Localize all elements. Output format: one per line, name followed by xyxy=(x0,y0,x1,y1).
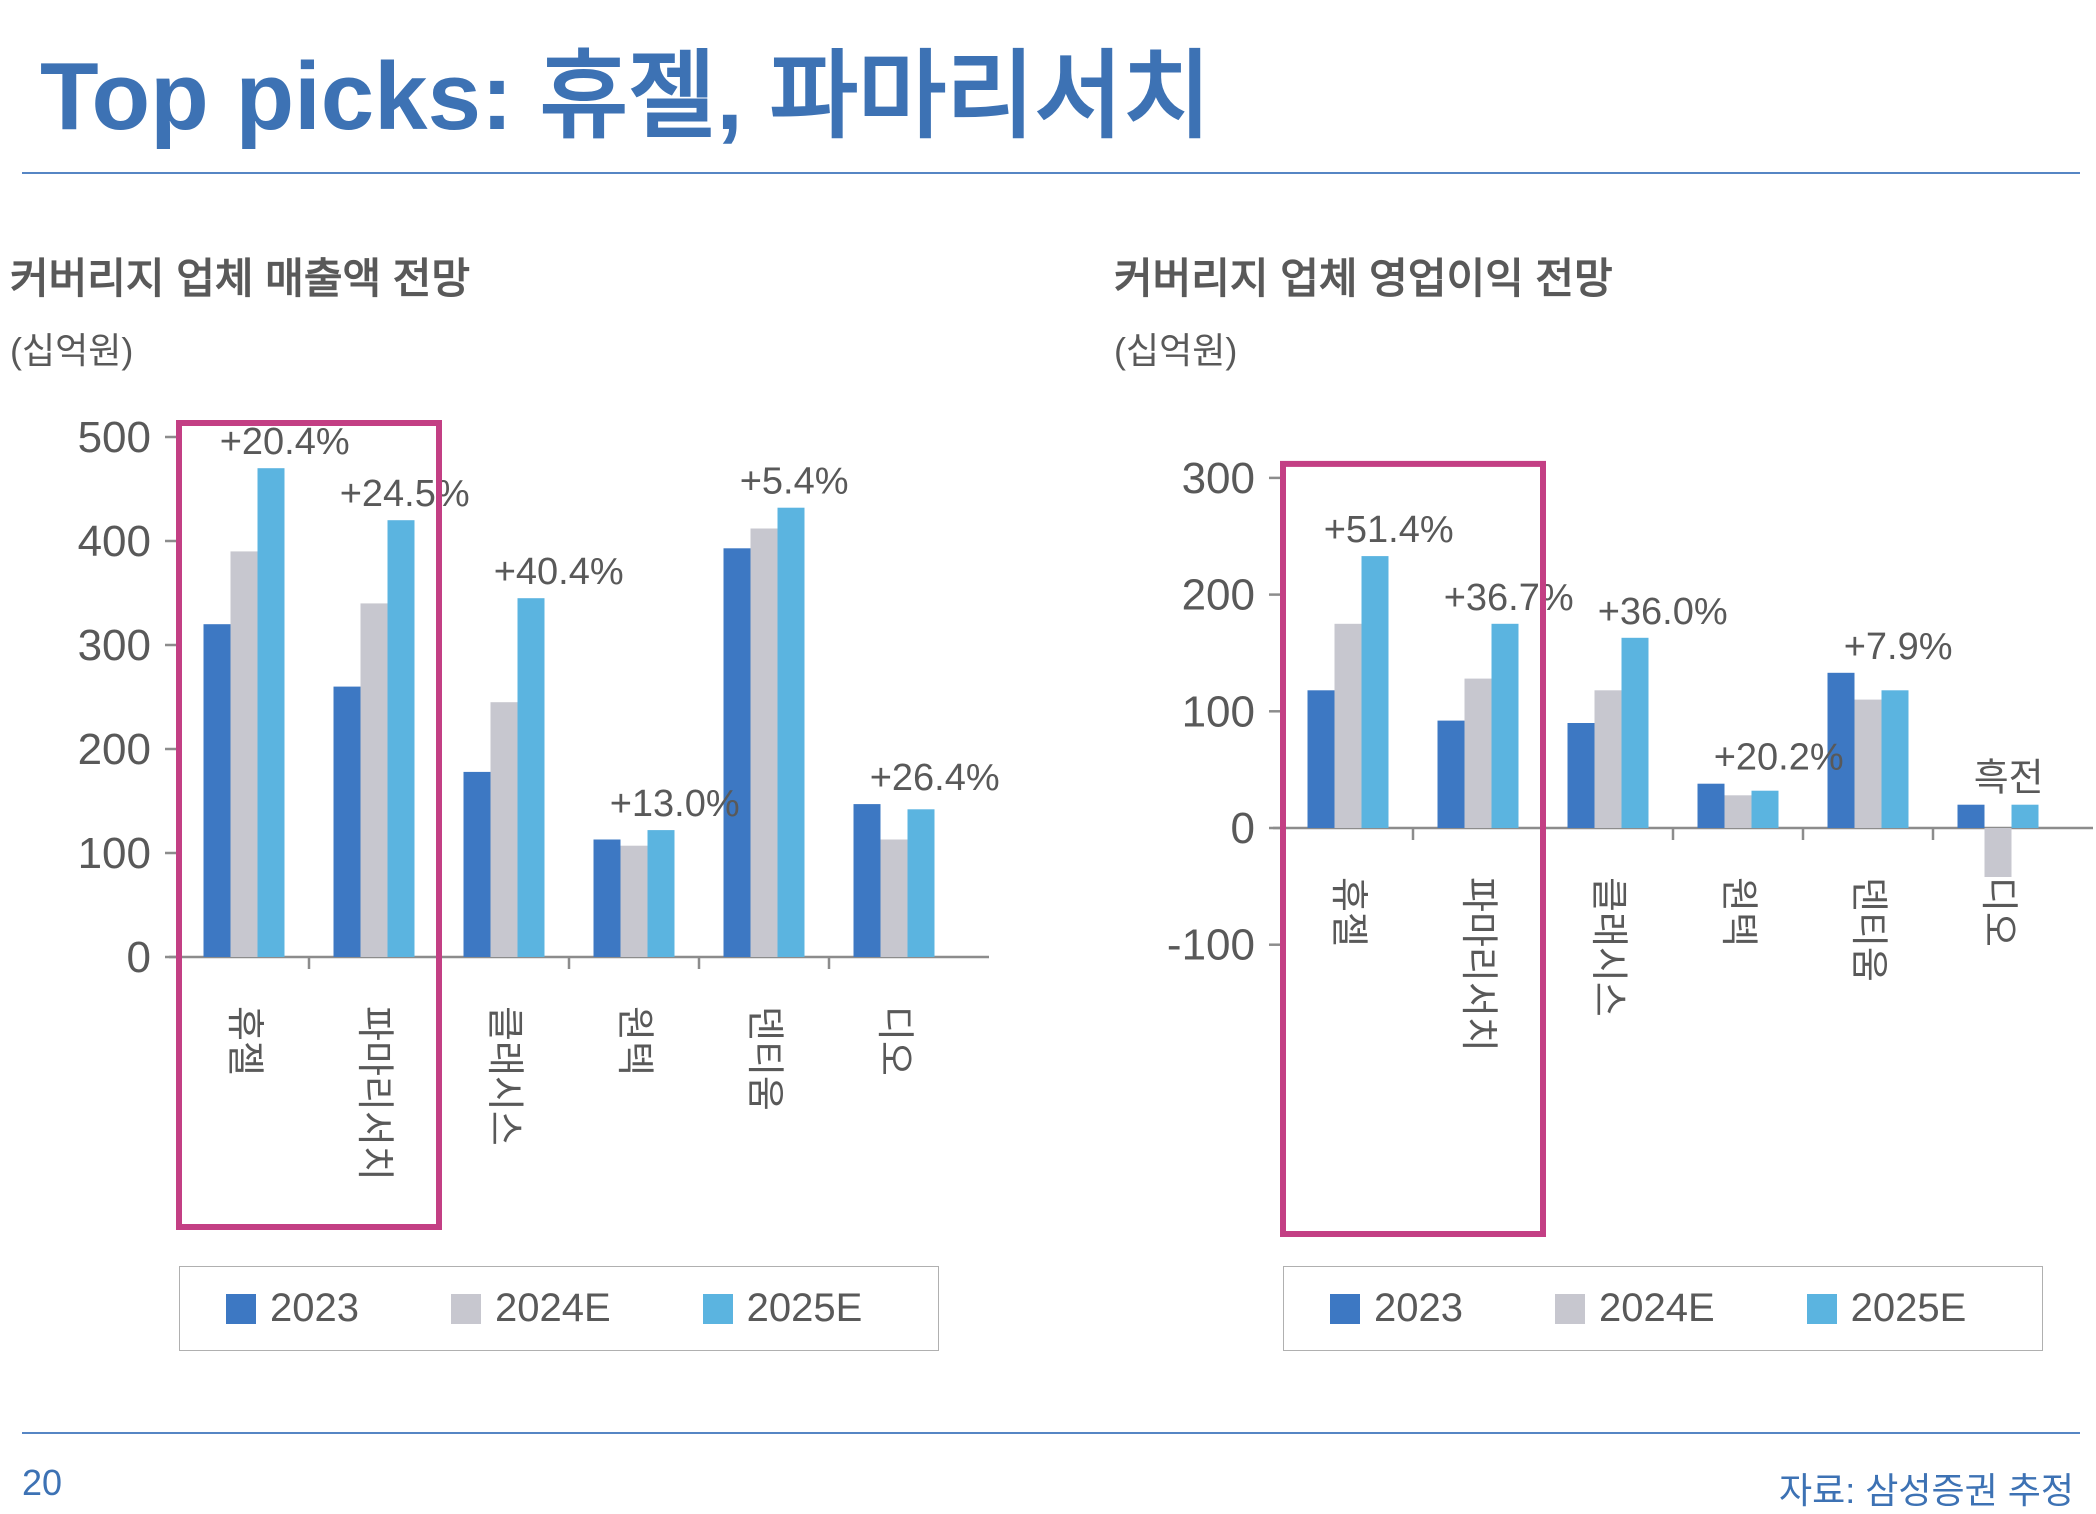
svg-text:+7.9%: +7.9% xyxy=(1844,626,1953,668)
svg-text:0: 0 xyxy=(1231,804,1255,853)
svg-text:+26.4%: +26.4% xyxy=(870,757,1000,799)
svg-text:+36.7%: +36.7% xyxy=(1444,577,1574,619)
svg-text:200: 200 xyxy=(78,725,151,774)
svg-text:300: 300 xyxy=(78,621,151,670)
svg-text:100: 100 xyxy=(1182,687,1255,736)
svg-text:+13.0%: +13.0% xyxy=(610,783,740,825)
svg-text:100: 100 xyxy=(78,829,151,878)
svg-text:흑전: 흑전 xyxy=(1974,758,2044,800)
svg-text:0: 0 xyxy=(127,933,151,982)
svg-text:+20.2%: +20.2% xyxy=(1714,737,1844,779)
svg-text:300: 300 xyxy=(1182,454,1255,503)
svg-text:+40.4%: +40.4% xyxy=(494,551,624,593)
svg-text:+20.4%: +20.4% xyxy=(220,421,350,463)
svg-text:400: 400 xyxy=(78,517,151,566)
svg-text:+24.5%: +24.5% xyxy=(340,473,470,515)
svg-text:+5.4%: +5.4% xyxy=(740,461,849,503)
svg-text:200: 200 xyxy=(1182,571,1255,620)
svg-text:-100: -100 xyxy=(1167,921,1255,970)
svg-text:500: 500 xyxy=(78,413,151,462)
svg-text:+51.4%: +51.4% xyxy=(1324,509,1454,551)
svg-text:+36.0%: +36.0% xyxy=(1598,591,1728,633)
